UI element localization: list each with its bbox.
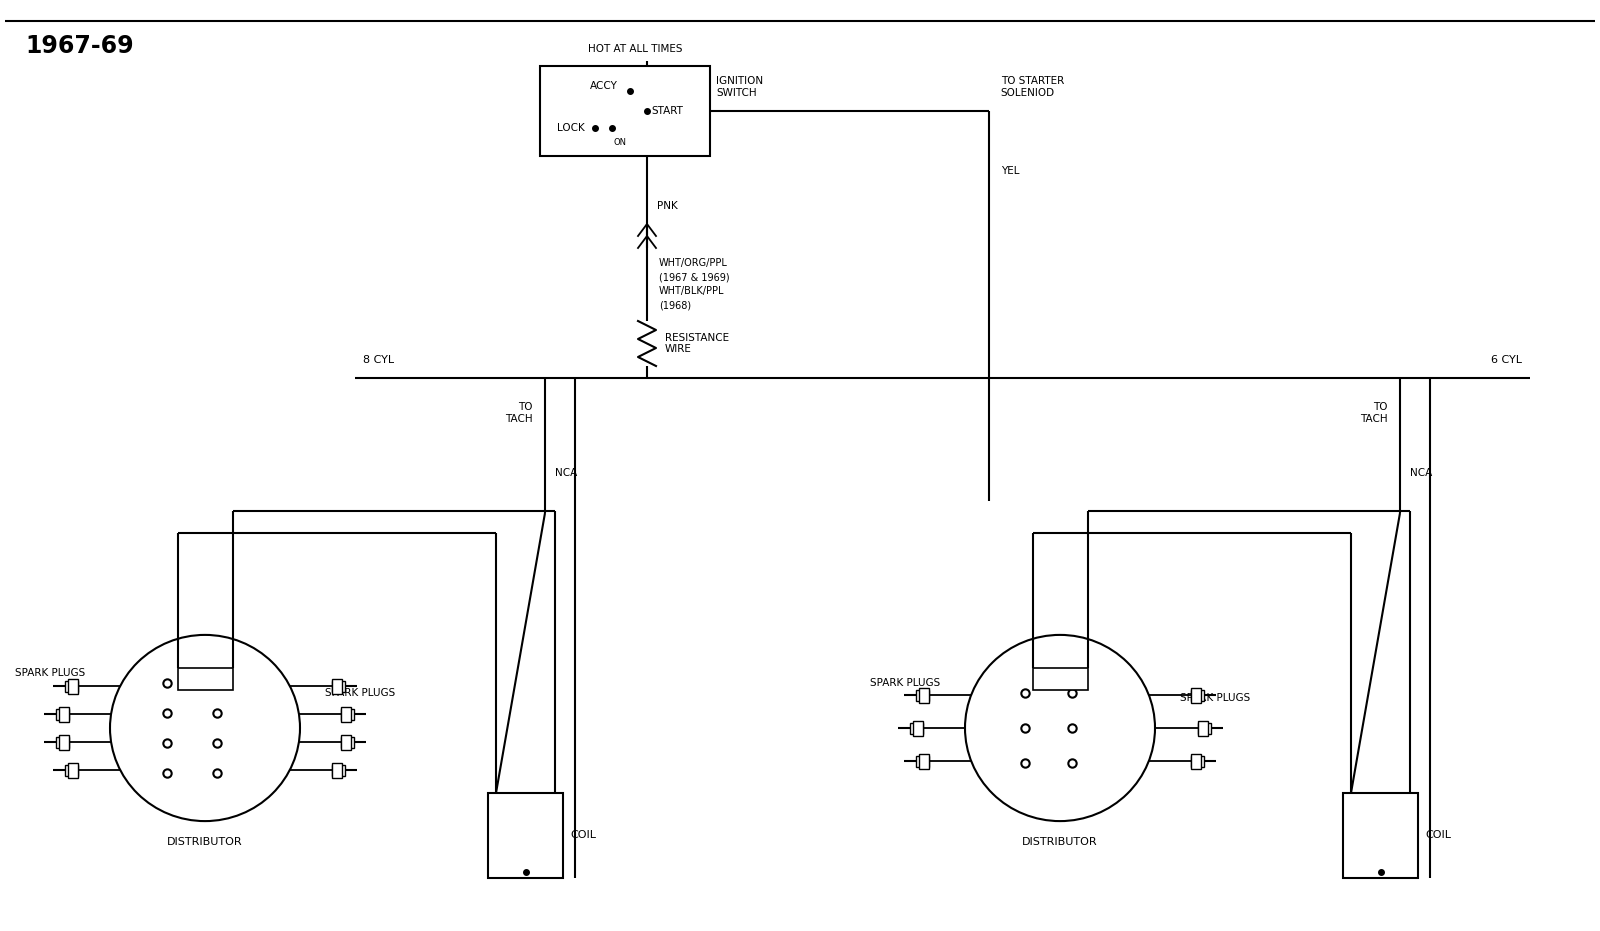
Bar	[333, 681, 346, 692]
Text: LOCK: LOCK	[557, 123, 584, 133]
Text: HOT AT ALL TIMES: HOT AT ALL TIMES	[587, 44, 682, 54]
Text: NCA: NCA	[1410, 468, 1432, 478]
Text: SPARK PLUGS: SPARK PLUGS	[325, 688, 395, 698]
Text: 8 CYL: 8 CYL	[363, 355, 394, 365]
Text: TO STARTER
SOLENIOD: TO STARTER SOLENIOD	[1002, 76, 1064, 98]
Text: SPARK PLUGS: SPARK PLUGS	[870, 678, 941, 688]
Bar	[1192, 755, 1205, 766]
Bar	[59, 707, 69, 722]
Bar	[67, 679, 78, 694]
Bar	[333, 764, 346, 776]
Bar	[488, 793, 563, 878]
Text: NCA: NCA	[555, 468, 578, 478]
Text: IGNITION
SWITCH: IGNITION SWITCH	[715, 76, 763, 98]
Text: YEL: YEL	[1002, 166, 1019, 176]
Bar	[1032, 668, 1088, 690]
Text: DISTRIBUTOR: DISTRIBUTOR	[166, 837, 243, 847]
Bar	[333, 679, 342, 694]
Bar	[1197, 721, 1208, 735]
Text: RESISTANCE
WIRE: RESISTANCE WIRE	[666, 332, 730, 355]
Text: WHT/ORG/PPL
(1967 & 1969)
WHT/BLK/PPL
(1968): WHT/ORG/PPL (1967 & 1969) WHT/BLK/PPL (1…	[659, 258, 730, 310]
Bar	[59, 735, 69, 749]
Bar	[918, 753, 928, 768]
Bar	[178, 668, 232, 690]
Bar	[64, 681, 78, 692]
Text: ON: ON	[614, 138, 627, 147]
Bar	[918, 687, 928, 703]
Bar	[67, 762, 78, 777]
Bar	[333, 762, 342, 777]
Text: DISTRIBUTOR: DISTRIBUTOR	[1022, 837, 1098, 847]
Text: SPARK PLUGS: SPARK PLUGS	[1179, 693, 1250, 703]
Bar	[1197, 722, 1211, 734]
Bar	[915, 690, 928, 700]
Text: COIL: COIL	[1426, 830, 1451, 841]
Bar	[912, 721, 923, 735]
Bar	[341, 708, 355, 720]
Text: 6 CYL: 6 CYL	[1491, 355, 1522, 365]
Bar	[1342, 793, 1418, 878]
Text: 1967-69: 1967-69	[26, 34, 134, 58]
Text: TO
TACH: TO TACH	[1360, 402, 1389, 424]
Text: ACCY: ACCY	[590, 81, 618, 91]
Bar	[56, 708, 69, 720]
Text: COIL: COIL	[570, 830, 595, 841]
Bar	[64, 764, 78, 776]
Bar	[341, 736, 355, 748]
Text: SPARK PLUGS: SPARK PLUGS	[14, 668, 85, 678]
Bar	[909, 722, 923, 734]
Bar	[341, 707, 352, 722]
Bar	[1192, 690, 1205, 700]
Bar	[1192, 687, 1202, 703]
Text: TO
TACH: TO TACH	[506, 402, 533, 424]
Bar	[56, 736, 69, 748]
Bar	[541, 66, 710, 156]
Bar	[915, 755, 928, 766]
Bar	[1192, 753, 1202, 768]
Ellipse shape	[110, 635, 301, 821]
Text: START: START	[651, 106, 683, 116]
Text: PNK: PNK	[658, 201, 678, 211]
Bar	[341, 735, 352, 749]
Ellipse shape	[965, 635, 1155, 821]
